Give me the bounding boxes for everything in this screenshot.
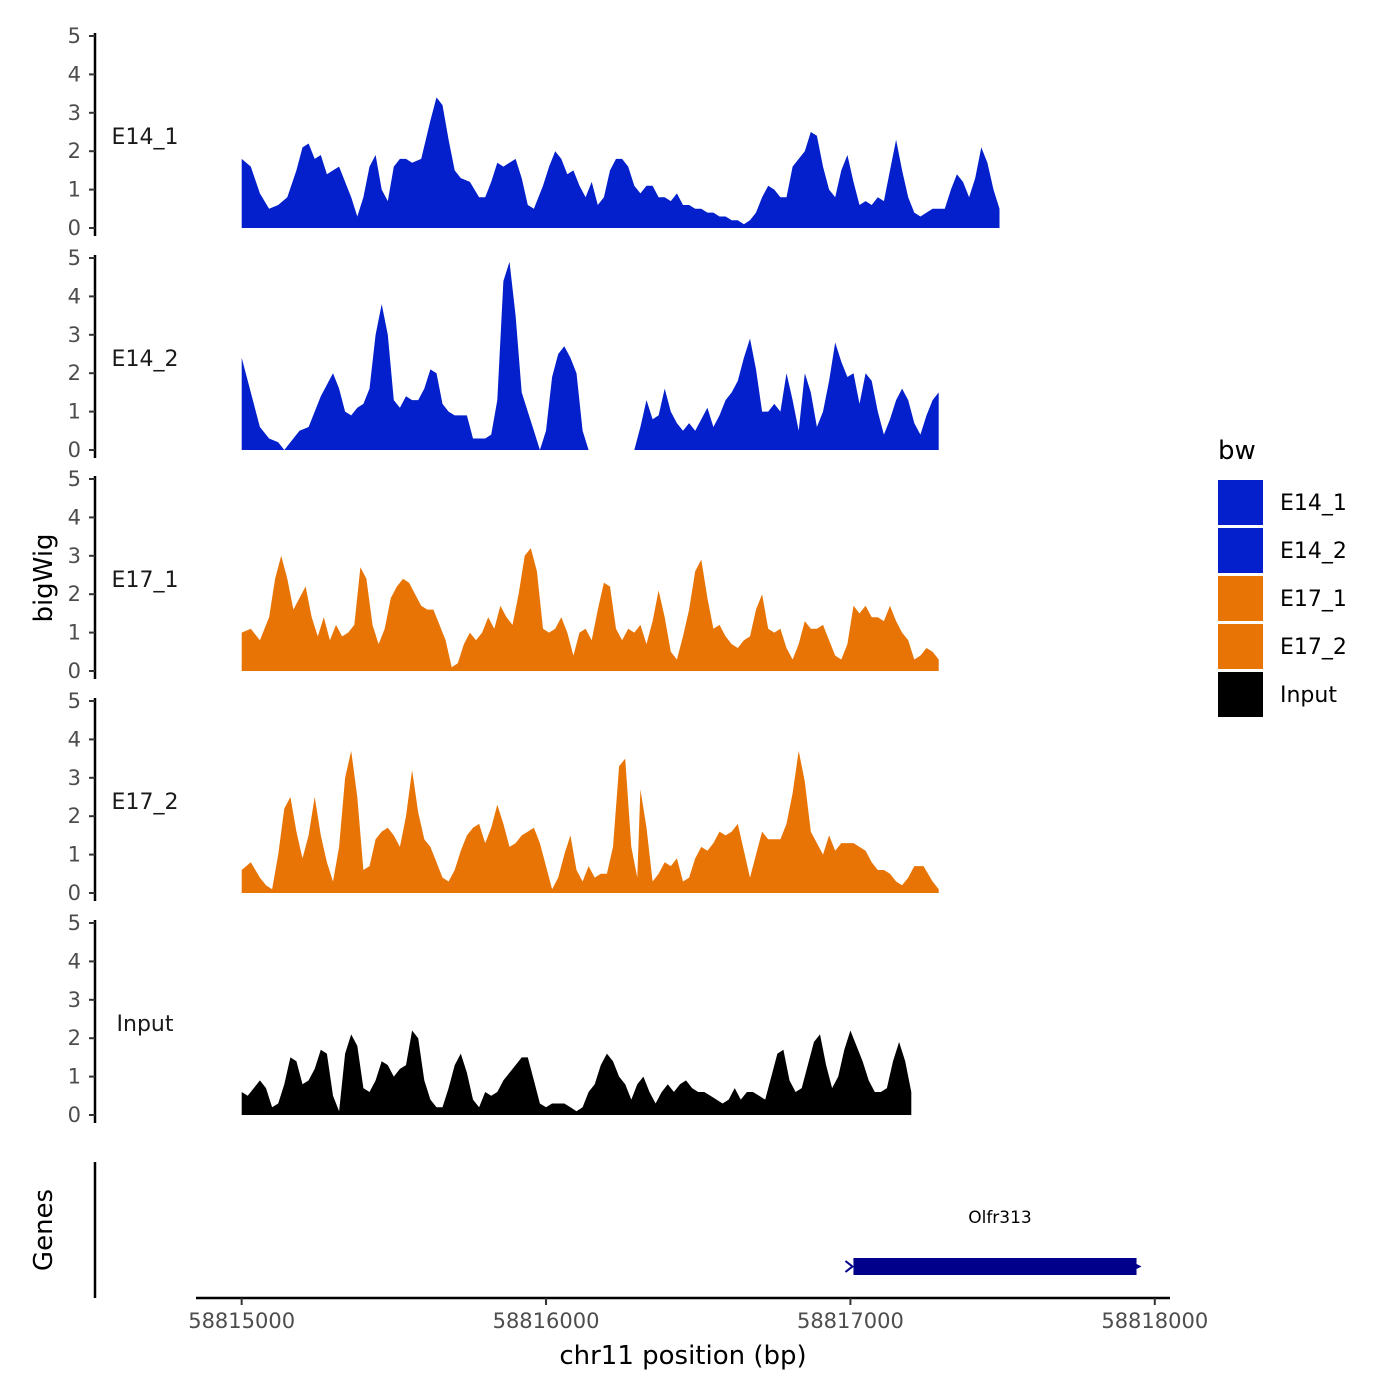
legend-title: bw [1218, 436, 1256, 466]
y-tick-label: 5 [68, 246, 81, 270]
legend-swatch-E17_1 [1218, 576, 1263, 621]
y-tick-label: 1 [68, 621, 81, 645]
legend-swatch-E17_2 [1218, 624, 1263, 669]
legend-label-Input: Input [1280, 683, 1337, 708]
y-tick-label: 2 [68, 1026, 81, 1050]
x-tick-label: 58815000 [188, 1309, 295, 1333]
legend-label-E14_2: E14_2 [1280, 539, 1347, 564]
bigwig-tracks: 0 1 2 3 4 5 E14_1 0 1 2 3 4 5 E14_2 0 1 2 3 4 5 E17_1 0 1 2 3 4 5 E… [68, 24, 1000, 1127]
y-tick-label: 1 [68, 1065, 81, 1089]
genes-panel: Olfr313 [93, 1162, 1142, 1298]
legend-swatch-E14_1 [1218, 480, 1263, 525]
y-tick-label: 3 [68, 988, 81, 1012]
legend-swatch-Input [1218, 672, 1263, 717]
legend-label-E17_2: E17_2 [1280, 635, 1347, 660]
y-tick-label: 3 [68, 544, 81, 568]
y-tick-label: 3 [68, 323, 81, 347]
y-tick-label: 0 [68, 881, 81, 905]
y-tick-label: 0 [68, 659, 81, 683]
track-E17_2: 0 1 2 3 4 5 E17_2 [68, 689, 939, 905]
legend: bw E14_1 E14_2 E17_1 E17_2 Input [1218, 436, 1347, 717]
y-tick-label: 1 [68, 178, 81, 202]
track-label-E17_1: E17_1 [112, 568, 179, 593]
y-tick-label: 2 [68, 804, 81, 828]
x-axis: 58815000 58816000 58817000 58818000 [188, 1296, 1208, 1333]
y-tick-label: 3 [68, 101, 81, 125]
x-tick-label: 58816000 [493, 1309, 600, 1333]
track-Input: 0 1 2 3 4 5 Input [68, 911, 912, 1127]
y-tick-label: 0 [68, 438, 81, 462]
y-axis-title: bigWig [29, 533, 59, 622]
track-label-E14_1: E14_1 [112, 125, 179, 150]
legend-label-E14_1: E14_1 [1280, 491, 1347, 516]
gene-body-Olfr313[interactable] [853, 1258, 1137, 1275]
y-tick-label: 4 [68, 505, 81, 529]
y-tick-label: 4 [68, 949, 81, 973]
area-Input [241, 1030, 912, 1115]
y-tick-label: 1 [68, 400, 81, 424]
track-label-E14_2: E14_2 [112, 347, 179, 372]
legend-label-E17_1: E17_1 [1280, 587, 1347, 612]
area-E14_2 [241, 261, 939, 450]
y-tick-label: 5 [68, 911, 81, 935]
genes-axis-title: Genes [29, 1189, 59, 1271]
legend-swatch-E14_2 [1218, 528, 1263, 573]
track-E14_1: 0 1 2 3 4 5 E14_1 [68, 24, 1000, 240]
y-tick-label: 5 [68, 689, 81, 713]
y-tick-label: 0 [68, 1103, 81, 1127]
y-tick-label: 5 [68, 467, 81, 491]
y-tick-label: 3 [68, 766, 81, 790]
track-E14_2: 0 1 2 3 4 5 E14_2 [68, 246, 939, 462]
x-tick-label: 58817000 [797, 1309, 904, 1333]
track-label-Input: Input [117, 1012, 174, 1037]
strand-arrow-icon [844, 1260, 855, 1273]
y-tick-label: 2 [68, 582, 81, 606]
area-E17_1 [241, 548, 939, 671]
x-tick-label: 58818000 [1101, 1309, 1208, 1333]
y-tick-label: 2 [68, 361, 81, 385]
area-E14_1 [241, 97, 1000, 229]
gene-end-cap [1134, 1263, 1142, 1270]
y-tick-label: 4 [68, 727, 81, 751]
area-E17_2 [241, 750, 939, 893]
y-tick-label: 4 [68, 284, 81, 308]
track-E17_1: 0 1 2 3 4 5 E17_1 [68, 467, 939, 683]
y-tick-label: 4 [68, 62, 81, 86]
y-tick-label: 2 [68, 139, 81, 163]
track-label-E17_2: E17_2 [112, 790, 179, 815]
gene-label-Olfr313: Olfr313 [968, 1208, 1032, 1228]
y-tick-label: 1 [68, 843, 81, 867]
x-axis-title: chr11 position (bp) [559, 1341, 806, 1371]
y-tick-label: 5 [68, 24, 81, 48]
y-tick-label: 0 [68, 216, 81, 240]
